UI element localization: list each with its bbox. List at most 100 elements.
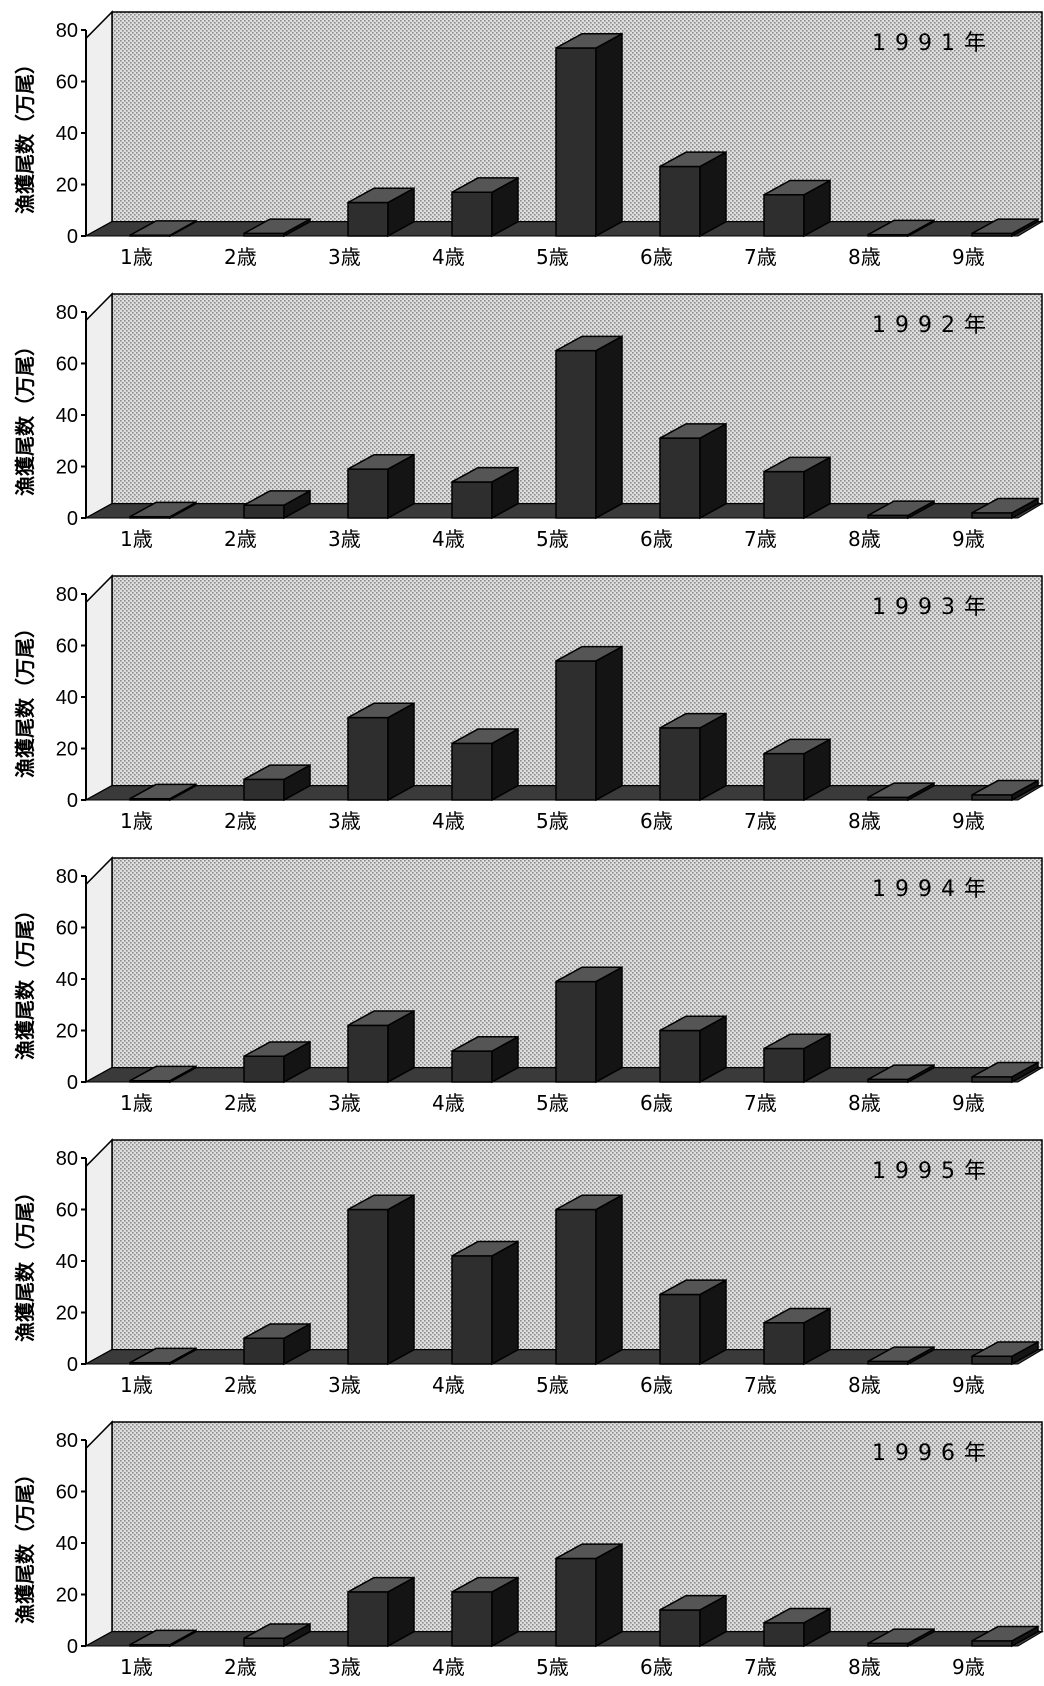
x-tick-label: 9歳 — [952, 1655, 985, 1679]
bar — [659, 422, 727, 520]
x-tick-label: 7歳 — [744, 809, 777, 833]
bar — [659, 1278, 727, 1366]
x-tick-label: 6歳 — [640, 1373, 673, 1397]
y-tick-label: 60 — [56, 918, 78, 940]
plot-side-wall — [85, 856, 113, 1084]
x-tick-label: 8歳 — [848, 527, 881, 551]
x-tick-label: 3歳 — [328, 809, 361, 833]
bar — [763, 1032, 831, 1084]
bar — [971, 1061, 1039, 1084]
x-tick-label: 7歳 — [744, 1091, 777, 1115]
x-tick-label: 2歳 — [224, 1655, 257, 1679]
bar — [129, 219, 197, 238]
x-tick-label: 4歳 — [432, 527, 465, 551]
bar — [555, 335, 623, 520]
x-tick-label: 7歳 — [744, 245, 777, 269]
x-tick-label: 6歳 — [640, 1091, 673, 1115]
plot-side-wall — [85, 1420, 113, 1648]
x-tick-label: 5歳 — [536, 527, 569, 551]
x-tick-label: 5歳 — [536, 245, 569, 269]
bar — [347, 702, 415, 802]
x-tick-label: 3歳 — [328, 245, 361, 269]
bar — [451, 466, 519, 520]
bar — [129, 1065, 197, 1084]
bar — [763, 456, 831, 520]
y-tick-label: 80 — [56, 866, 78, 888]
x-tick-label: 4歳 — [432, 1655, 465, 1679]
bar — [555, 1542, 623, 1648]
x-tick-label: 4歳 — [432, 1091, 465, 1115]
bar — [243, 1622, 311, 1648]
panel-year-label: 1991年 — [872, 31, 995, 56]
bar — [243, 1040, 311, 1084]
x-tick-label: 1歳 — [120, 1091, 153, 1115]
y-tick-label: 0 — [67, 508, 78, 530]
y-tick-label: 40 — [56, 123, 78, 145]
bar — [451, 727, 519, 802]
panel-year-label: 1994年 — [872, 877, 995, 902]
x-tick-label: 1歳 — [120, 1373, 153, 1397]
x-tick-label: 9歳 — [952, 809, 985, 833]
y-tick-label: 20 — [56, 739, 78, 761]
x-tick-label: 6歳 — [640, 1655, 673, 1679]
x-tick-label: 5歳 — [536, 1655, 569, 1679]
y-tick-label: 80 — [56, 302, 78, 324]
bar — [867, 219, 935, 238]
panel-year-label: 1992年 — [872, 313, 995, 338]
x-tick-label: 3歳 — [328, 1373, 361, 1397]
bar — [451, 1240, 519, 1366]
bar — [971, 497, 1039, 520]
bar — [971, 779, 1039, 802]
x-tick-label: 1歳 — [120, 527, 153, 551]
x-tick-label: 3歳 — [328, 1655, 361, 1679]
bar — [243, 489, 311, 520]
bar — [129, 1347, 197, 1366]
bar — [451, 1576, 519, 1648]
plot-side-wall — [85, 10, 113, 238]
bar — [555, 645, 623, 802]
x-tick-label: 6歳 — [640, 527, 673, 551]
x-tick-label: 4歳 — [432, 809, 465, 833]
bar — [867, 499, 935, 520]
bar — [243, 763, 311, 802]
panel-year-label: 1993年 — [872, 595, 995, 620]
bar — [347, 1009, 415, 1084]
x-tick-label: 6歳 — [640, 809, 673, 833]
x-tick-label: 2歳 — [224, 809, 257, 833]
x-tick-label: 7歳 — [744, 1655, 777, 1679]
x-tick-label: 3歳 — [328, 527, 361, 551]
bar — [129, 783, 197, 802]
x-tick-label: 8歳 — [848, 245, 881, 269]
bar — [971, 1340, 1039, 1366]
bar — [659, 712, 727, 802]
x-tick-label: 5歳 — [536, 809, 569, 833]
y-tick-label: 0 — [67, 1354, 78, 1376]
y-tick-label: 80 — [56, 20, 78, 42]
x-tick-label: 7歳 — [744, 527, 777, 551]
x-tick-label: 2歳 — [224, 245, 257, 269]
chart-panel: 0 20 40 60 80 漁獲尾数（万尾） 1991年 1歳 2歳 3歳 4歳 5歳 6歳 7歳 8歳 9歳 — [13, 10, 1044, 269]
chart-panel: 0 20 40 60 80 漁獲尾数（万尾） 1993年 1歳 2歳 3歳 4歳 5歳 6歳 7歳 8歳 9歳 — [13, 574, 1044, 833]
x-tick-label: 5歳 — [536, 1373, 569, 1397]
chart-panel: 0 20 40 60 80 漁獲尾数（万尾） 1992年 1歳 2歳 3歳 4歳 5歳 6歳 7歳 8歳 9歳 — [13, 292, 1044, 551]
y-tick-label: 0 — [67, 226, 78, 248]
y-tick-label: 40 — [56, 1533, 78, 1555]
y-axis-label: 漁獲尾数（万尾） — [13, 54, 37, 214]
x-tick-label: 3歳 — [328, 1091, 361, 1115]
y-tick-label: 20 — [56, 1021, 78, 1043]
bar — [555, 1193, 623, 1366]
x-tick-label: 4歳 — [432, 1373, 465, 1397]
bar — [867, 1345, 935, 1366]
x-tick-label: 8歳 — [848, 809, 881, 833]
bar — [347, 186, 415, 238]
x-tick-label: 4歳 — [432, 245, 465, 269]
y-tick-label: 60 — [56, 72, 78, 94]
x-tick-label: 9歳 — [952, 1373, 985, 1397]
y-axis-label: 漁獲尾数（万尾） — [13, 336, 37, 496]
x-tick-label: 1歳 — [120, 245, 153, 269]
x-tick-label: 2歳 — [224, 1373, 257, 1397]
plot-side-wall — [85, 292, 113, 520]
bar — [867, 1627, 935, 1648]
bar — [347, 1193, 415, 1366]
